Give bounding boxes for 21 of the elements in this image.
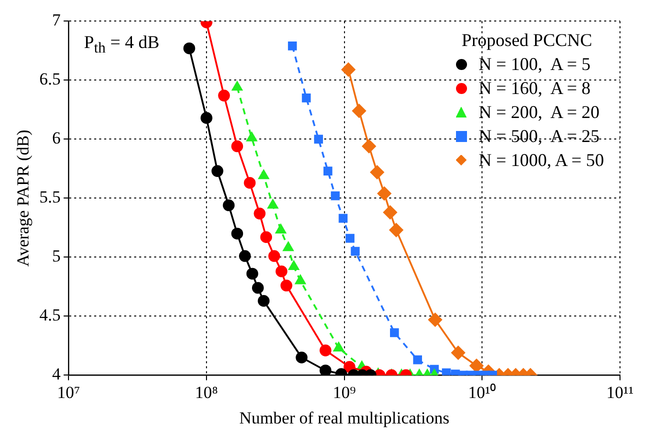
legend-label: N = 200, A = 20 [478,101,600,124]
annotation: P$_{th}$ = 4 dB [84,32,160,58]
x-tick-label: 10⁸ [195,382,218,402]
x-tick-label: 10⁹ [332,382,356,402]
y-tick-label: 6.5 [39,70,61,89]
y-tick-label: 4 [52,364,62,384]
legend-label: N = 1000, A = 50 [478,149,604,172]
y-tick-label: 5 [52,246,61,266]
x-tick-label: 10¹¹ [606,382,634,402]
legend-label: N = 160, A = 8 [478,77,590,100]
legend-label: N = 500, A = 25 [478,125,600,148]
x-tick-label: 10¹⁰ [468,382,496,402]
y-tick-label: 7 [52,10,62,30]
y-tick-label: 6 [52,128,61,148]
y-tick-label: 4.5 [39,306,61,325]
legend-label: N = 100, A = 5 [478,53,590,76]
legend-title: Proposed PCCNC [460,29,594,52]
x-tick-label: 10⁷ [57,382,80,402]
y-tick-label: 5.5 [39,188,61,207]
y-axis-title: Average PAPR (dB) [14,130,33,267]
x-axis-title: Number of real multiplications [239,408,450,428]
